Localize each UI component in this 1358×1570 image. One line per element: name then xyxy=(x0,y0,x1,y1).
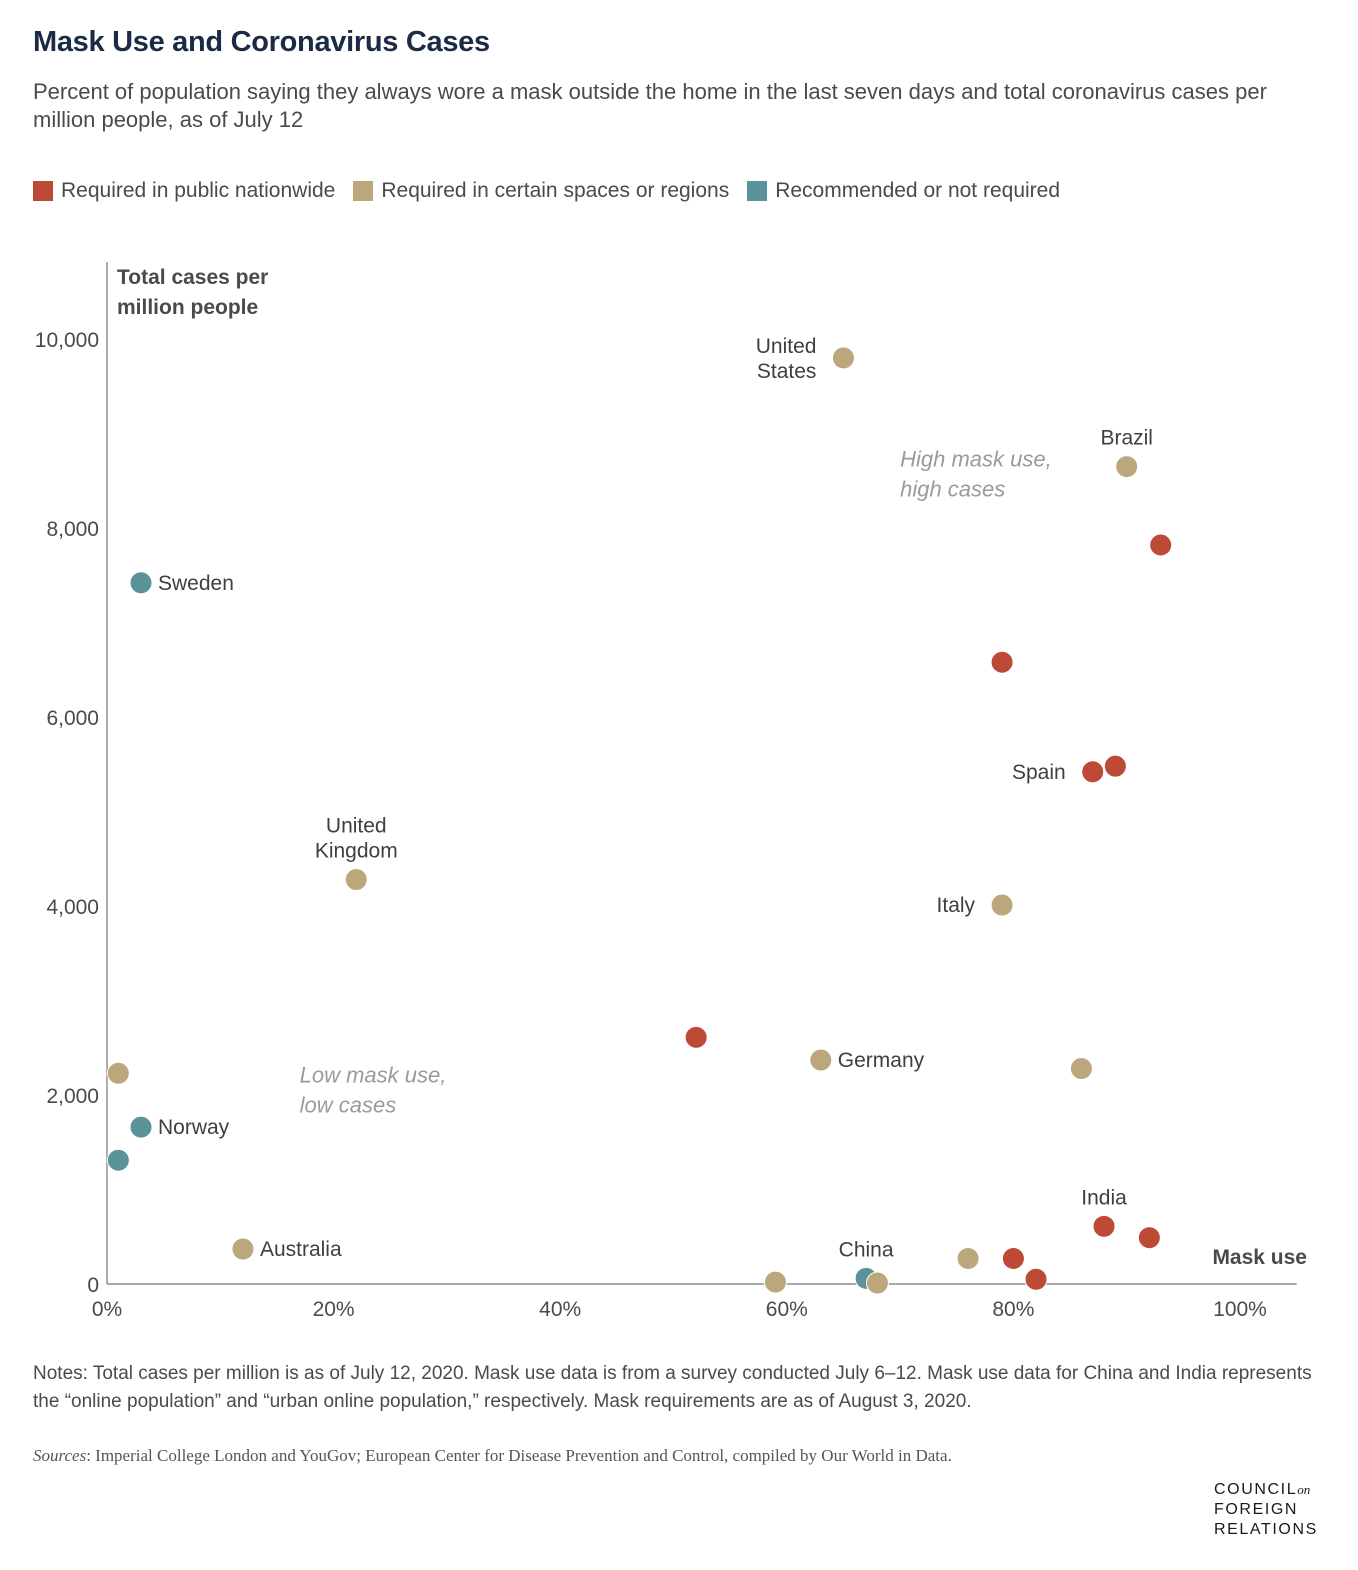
legend-swatch xyxy=(747,181,768,201)
chart-subtitle: Percent of population saying they always… xyxy=(33,79,1267,132)
point-label: United xyxy=(326,815,387,838)
scatter-point xyxy=(1103,754,1127,778)
legend-item-required-nationwide: Required in public nationwide xyxy=(33,179,335,203)
scatter-point xyxy=(106,1061,130,1085)
sources-text: : Imperial College London and YouGov; Eu… xyxy=(86,1446,952,1465)
point-label: Italy xyxy=(937,894,976,917)
scatter-point xyxy=(865,1271,889,1295)
scatter-point xyxy=(1115,455,1139,479)
point-label: Brazil xyxy=(1100,427,1153,450)
legend-label: Required in public nationwide xyxy=(61,179,336,202)
y-tick-label: 4,000 xyxy=(46,896,99,919)
scatter-point xyxy=(831,346,855,370)
legend-label: Required in certain spaces or regions xyxy=(381,179,730,202)
logo-line-relations: RELATIONS xyxy=(1214,1521,1318,1538)
legend-label: Recommended or not required xyxy=(775,179,1061,202)
x-tick-label: 60% xyxy=(766,1298,808,1321)
quadrant-annotation: low cases xyxy=(300,1093,397,1118)
logo-line-council: COUNCIL xyxy=(1214,1481,1298,1498)
x-axis-title: Mask use xyxy=(1212,1246,1307,1269)
point-label: Sweden xyxy=(158,572,234,595)
scatter-point xyxy=(1092,1214,1116,1238)
legend-swatch xyxy=(353,181,374,201)
scatter-point xyxy=(231,1237,255,1261)
point-label: United xyxy=(756,335,817,358)
point-label: Spain xyxy=(1012,761,1066,784)
quadrant-annotation: High mask use, xyxy=(900,447,1052,472)
y-tick-label: 8,000 xyxy=(46,518,99,541)
point-label: India xyxy=(1081,1186,1127,1209)
point-label: Norway xyxy=(158,1116,230,1139)
scatter-point xyxy=(1001,1246,1025,1270)
point-label: China xyxy=(839,1238,894,1261)
sources-label: Sources xyxy=(33,1446,87,1465)
quadrant-annotation: high cases xyxy=(900,477,1005,502)
scatter-point xyxy=(990,893,1014,917)
scatter-point xyxy=(1149,533,1173,557)
scatter-point xyxy=(684,1025,708,1049)
scatter-point xyxy=(990,650,1014,674)
point-label: Australia xyxy=(260,1238,342,1261)
quadrant-annotation: Low mask use, xyxy=(300,1063,447,1088)
legend-item-required-certain: Required in certain spaces or regions xyxy=(353,179,729,203)
x-tick-label: 0% xyxy=(92,1298,122,1321)
chart-title: Mask Use and Coronavirus Cases xyxy=(33,26,490,58)
legend-item-recommended: Recommended or not required xyxy=(747,179,1060,203)
scatter-point xyxy=(344,868,368,892)
scatter-point xyxy=(809,1048,833,1072)
point-label: Germany xyxy=(838,1049,925,1072)
legend-swatch xyxy=(33,181,53,201)
point-label: Kingdom xyxy=(315,840,398,863)
scatter-point xyxy=(1069,1057,1093,1081)
scatter-point xyxy=(1024,1267,1048,1291)
scatter-point xyxy=(956,1246,980,1270)
cfr-logo: COUNCILon FOREIGN RELATIONS xyxy=(1214,1480,1318,1540)
x-tick-label: 80% xyxy=(992,1298,1034,1321)
logo-on: on xyxy=(1297,1482,1311,1497)
x-tick-label: 40% xyxy=(539,1298,581,1321)
chart-sources: Sources: Imperial College London and You… xyxy=(33,1446,952,1466)
scatter-point xyxy=(1081,760,1105,784)
logo-line-foreign: FOREIGN xyxy=(1214,1501,1299,1518)
y-axis-title: million people xyxy=(117,296,258,319)
point-label: States xyxy=(757,360,817,383)
scatter-point xyxy=(129,571,153,595)
x-tick-label: 20% xyxy=(313,1298,355,1321)
y-tick-label: 0 xyxy=(87,1274,99,1297)
y-tick-label: 10,000 xyxy=(35,329,99,352)
scatter-point xyxy=(129,1115,153,1139)
legend: Required in public nationwide Required i… xyxy=(33,179,1060,203)
scatter-point xyxy=(106,1148,130,1172)
y-tick-label: 6,000 xyxy=(46,707,99,730)
scatter-point xyxy=(1137,1226,1161,1250)
y-tick-label: 2,000 xyxy=(46,1085,99,1108)
x-tick-label: 100% xyxy=(1213,1298,1267,1321)
scatter-point xyxy=(763,1270,787,1294)
y-axis-title: Total cases per xyxy=(117,266,268,289)
scatter-chart: 0 2,000 4,000 6,000 8,000 10,000 0% 20% 40% 60% 80… xyxy=(35,262,1307,1321)
chart-notes: Notes: Total cases per million is as of … xyxy=(33,1363,1312,1412)
